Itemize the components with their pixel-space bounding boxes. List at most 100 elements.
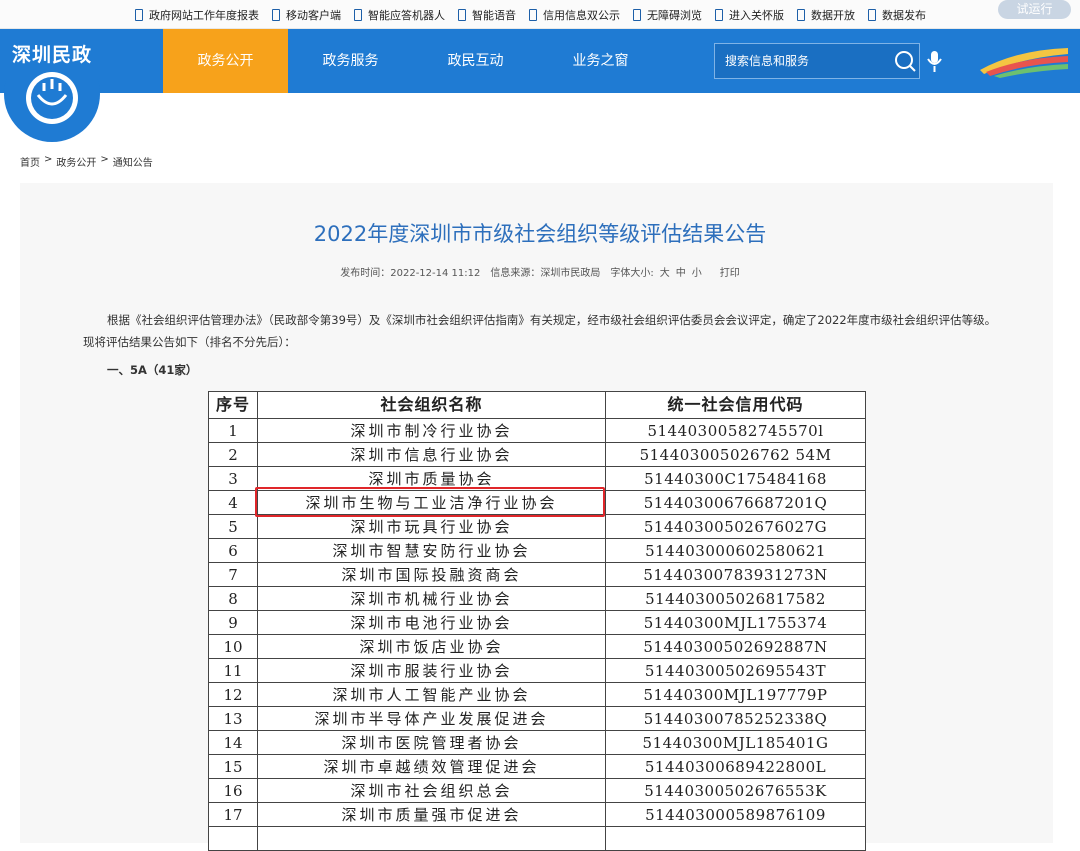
table-cell: 51440300783931273N bbox=[605, 562, 866, 587]
table-cell: 8 bbox=[208, 586, 258, 611]
top-link[interactable]: 无障碍浏览 bbox=[633, 7, 702, 23]
table-row: 13 深圳市半导体产业发展促进会 51440300785252338Q bbox=[208, 706, 866, 731]
header-cell: 统一社会信用代码 bbox=[605, 391, 866, 419]
top-link[interactable]: 智能应答机器人 bbox=[354, 7, 445, 23]
table-cell: 14 bbox=[208, 730, 258, 755]
table-cell: 深圳市制冷行业协会 bbox=[257, 418, 606, 443]
table-cell: 51440300502676553K bbox=[605, 778, 866, 803]
table-cell: 7 bbox=[208, 562, 258, 587]
table-cell bbox=[208, 826, 258, 851]
table-cell: 深圳市国际投融资商会 bbox=[257, 562, 606, 587]
table-cell: 17 bbox=[208, 802, 258, 827]
paragraph: 根据《社会组织评估管理办法》（民政部令第39号）及《深圳市社会组织评估指南》有关… bbox=[83, 313, 997, 349]
table-row: 15 深圳市卓越绩效管理促进会 51440300689422800L bbox=[208, 754, 866, 779]
breadcrumb: 首页 > 政务公开 > 通知公告 bbox=[20, 154, 153, 169]
table-row: 7 深圳市国际投融资商会 51440300783931273N bbox=[208, 562, 866, 587]
publish-time: 发布时间：2022-12-14 11:12 bbox=[340, 268, 481, 279]
breadcrumb-item[interactable]: 政务公开 bbox=[56, 158, 97, 169]
table-cell: 51440300MJL185401G bbox=[605, 730, 866, 755]
top-link[interactable]: 进入关怀版 bbox=[715, 7, 784, 23]
table-cell: 51440300676687201Q bbox=[605, 490, 866, 515]
breadcrumb-item[interactable]: 首页 bbox=[20, 158, 40, 169]
nav-item[interactable]: 业务之窗 bbox=[572, 53, 629, 69]
table-cell: 10 bbox=[208, 634, 258, 659]
table-row: 11 深圳市服装行业协会 51440300502695543T bbox=[208, 658, 866, 683]
article-title: 2022年度深圳市市级社会组织等级评估结果公告 bbox=[313, 222, 767, 246]
trial-button[interactable]: 试运行 bbox=[998, 0, 1071, 19]
source: 信息来源：深圳市民政局 bbox=[490, 268, 601, 279]
section-heading: 一、5A（41家） bbox=[107, 363, 198, 377]
table-cell: 深圳市智慧安防行业协会 bbox=[257, 538, 606, 563]
table-row: 12 深圳市人工智能产业协会 51440300MJL197779P bbox=[208, 682, 866, 707]
top-link[interactable]: 数据开放 bbox=[797, 7, 855, 23]
table-cell: 深圳市玩具行业协会 bbox=[257, 514, 606, 539]
table-cell: 深圳市社会组织总会 bbox=[257, 778, 606, 803]
size-large[interactable]: 大 bbox=[659, 268, 670, 279]
table-cell: 深圳市质量强市促进会 bbox=[257, 802, 606, 827]
table-cell: 51440300582745570l bbox=[605, 418, 866, 443]
top-bar: 政府网站工作年度报表 移动客户端 智能应答机器人 智能语音 信用信息双公示 无障碍浏览 进入… bbox=[0, 0, 1080, 29]
table-cell: 51440300MJL1755374 bbox=[605, 610, 866, 635]
breadcrumb-item[interactable]: 通知公告 bbox=[112, 158, 153, 169]
table-cell: 51440300C175484168 bbox=[605, 466, 866, 491]
table-cell: 514403000602580621 bbox=[605, 538, 866, 563]
table-row: 1 深圳市制冷行业协会 51440300582745570l bbox=[208, 418, 866, 443]
table-cell bbox=[257, 826, 606, 851]
table-cell: 深圳市饭店业协会 bbox=[257, 634, 606, 659]
search-box[interactable]: 搜索信息和服务 bbox=[714, 43, 920, 79]
table-row: 10 深圳市饭店业协会 51440300502692887N bbox=[208, 634, 866, 659]
city-logo bbox=[980, 48, 1068, 78]
table-cell: 4 bbox=[208, 490, 258, 515]
top-link[interactable]: 数据发布 bbox=[868, 7, 926, 23]
table-cell: 3 bbox=[208, 466, 258, 491]
breadcrumb-separator: > bbox=[100, 154, 109, 165]
table-cell: 15 bbox=[208, 754, 258, 779]
table-row: 14 深圳市医院管理者协会 51440300MJL185401G bbox=[208, 730, 866, 755]
table-cell: 514403005026817582 bbox=[605, 586, 866, 611]
table-cell: 5 bbox=[208, 514, 258, 539]
table-cell: 深圳市机械行业协会 bbox=[257, 586, 606, 611]
article-meta: 发布时间：2022-12-14 11:12 信息来源：深圳市民政局 字体大小: … bbox=[0, 264, 1080, 279]
table-row: 6 深圳市智慧安防行业协会 514403000602580621 bbox=[208, 538, 866, 563]
table-cell bbox=[605, 826, 866, 851]
top-link[interactable]: 信用信息双公示 bbox=[529, 7, 620, 23]
table-cell: 深圳市信息行业协会 bbox=[257, 442, 606, 467]
table-row bbox=[208, 826, 866, 851]
table-cell: 13 bbox=[208, 706, 258, 731]
table-cell: 514403005026762 54M bbox=[605, 442, 866, 467]
table-row: 8 深圳市机械行业协会 514403005026817582 bbox=[208, 586, 866, 611]
search-icons[interactable] bbox=[892, 49, 952, 75]
logo[interactable]: 深圳民政 bbox=[12, 44, 93, 66]
table-cell: 2 bbox=[208, 442, 258, 467]
nav-item[interactable]: 政务公开 bbox=[163, 29, 288, 93]
table-cell: 深圳市半导体产业发展促进会 bbox=[257, 706, 606, 731]
highlight-box bbox=[255, 487, 605, 517]
page: 政府网站工作年度报表 移动客户端 智能应答机器人 智能语音 信用信息双公示 无障碍浏览 进入… bbox=[0, 0, 1080, 833]
table-cell: 深圳市电池行业协会 bbox=[257, 610, 606, 635]
result-table: 序号 社会组织名称 统一社会信用代码 1 深圳市制冷行业协会 51440300582745… bbox=[208, 391, 866, 851]
table-row: 9 深圳市电池行业协会 51440300MJL1755374 bbox=[208, 610, 866, 635]
nav-item[interactable]: 政民互动 bbox=[447, 53, 504, 69]
table-cell: 9 bbox=[208, 610, 258, 635]
table-row: 17 深圳市质量强市促进会 514403000589876109 bbox=[208, 802, 866, 827]
table-cell: 12 bbox=[208, 682, 258, 707]
top-links: 政府网站工作年度报表 移动客户端 智能应答机器人 智能语音 信用信息双公示 无障碍浏览 进入… bbox=[135, 0, 926, 29]
table-cell: 6 bbox=[208, 538, 258, 563]
table-cell: 1 bbox=[208, 418, 258, 443]
table-cell: 51440300502692887N bbox=[605, 634, 866, 659]
table-cell: 16 bbox=[208, 778, 258, 803]
breadcrumb-separator: > bbox=[44, 154, 53, 165]
font-size-label: 字体大小: bbox=[610, 268, 654, 279]
table-row: 16 深圳市社会组织总会 51440300502676553K bbox=[208, 778, 866, 803]
print[interactable]: 打印 bbox=[719, 268, 740, 279]
font-size: 字体大小: 大 中 小 bbox=[610, 264, 701, 279]
nav-item[interactable]: 政务服务 bbox=[322, 53, 379, 69]
top-link[interactable]: 智能语音 bbox=[458, 7, 516, 23]
top-link[interactable]: 政府网站工作年度报表 bbox=[135, 7, 259, 23]
size-medium[interactable]: 中 bbox=[675, 268, 686, 279]
top-link[interactable]: 移动客户端 bbox=[272, 7, 341, 23]
size-small[interactable]: 小 bbox=[691, 268, 702, 279]
table-cell: 514403000589876109 bbox=[605, 802, 866, 827]
table-cell: 11 bbox=[208, 658, 258, 683]
table-cell: 深圳市服装行业协会 bbox=[257, 658, 606, 683]
